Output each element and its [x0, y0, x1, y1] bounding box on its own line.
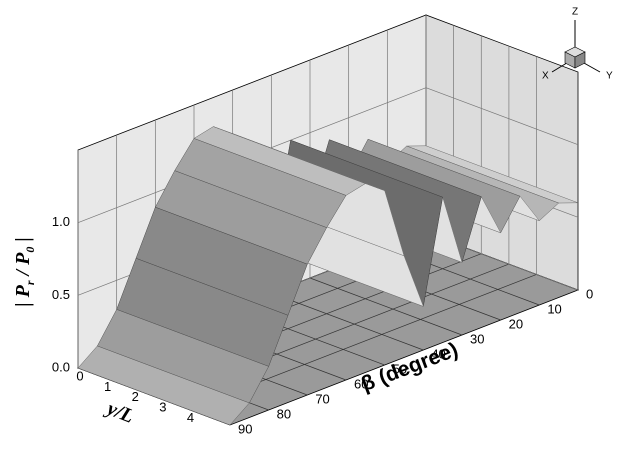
orientation-cube: Z Y X [542, 7, 613, 82]
z-axis-title-part: | P [12, 284, 34, 306]
x-tick-label: 0 [586, 286, 593, 301]
z-axis-title: | Pr / P0 | [12, 237, 37, 306]
x-tick-label: 50 [393, 361, 407, 376]
surface-patch [77, 345, 250, 426]
cube-face [574, 51, 586, 69]
z-axis-title-part: / P [12, 252, 34, 281]
y-tick-label: 4 [187, 410, 194, 425]
x-tick-label: 30 [470, 331, 484, 346]
x-tick-label: 80 [277, 406, 291, 421]
grid-line [425, 87, 579, 145]
y-tick-label: 2 [132, 389, 139, 404]
grid-line [271, 292, 424, 351]
x-tick-label: 10 [547, 301, 561, 316]
x-tick-label: 70 [315, 391, 329, 406]
x-tick-label: 20 [509, 316, 523, 331]
z-tick-label: 1.0 [52, 214, 70, 229]
x-tick-label: 60 [354, 376, 368, 391]
grid-line [309, 277, 463, 336]
x-tick-label: 40 [431, 346, 445, 361]
z-axis-title-part: r [23, 280, 37, 285]
x-tick-label: 90 [238, 421, 252, 436]
z-tick-label: 0.5 [52, 287, 70, 302]
orientation-label: X [542, 71, 549, 82]
orientation-label: Y [606, 71, 613, 82]
z-axis-title-part: | [12, 237, 34, 246]
z-tick-label: 0.0 [52, 359, 70, 374]
orientation-label: Z [572, 7, 578, 18]
y-tick-label: 0 [76, 368, 83, 383]
y-tick-label: 3 [159, 400, 166, 415]
y-tick-label: 1 [104, 379, 111, 394]
z-axis-title-part: 0 [23, 247, 37, 253]
